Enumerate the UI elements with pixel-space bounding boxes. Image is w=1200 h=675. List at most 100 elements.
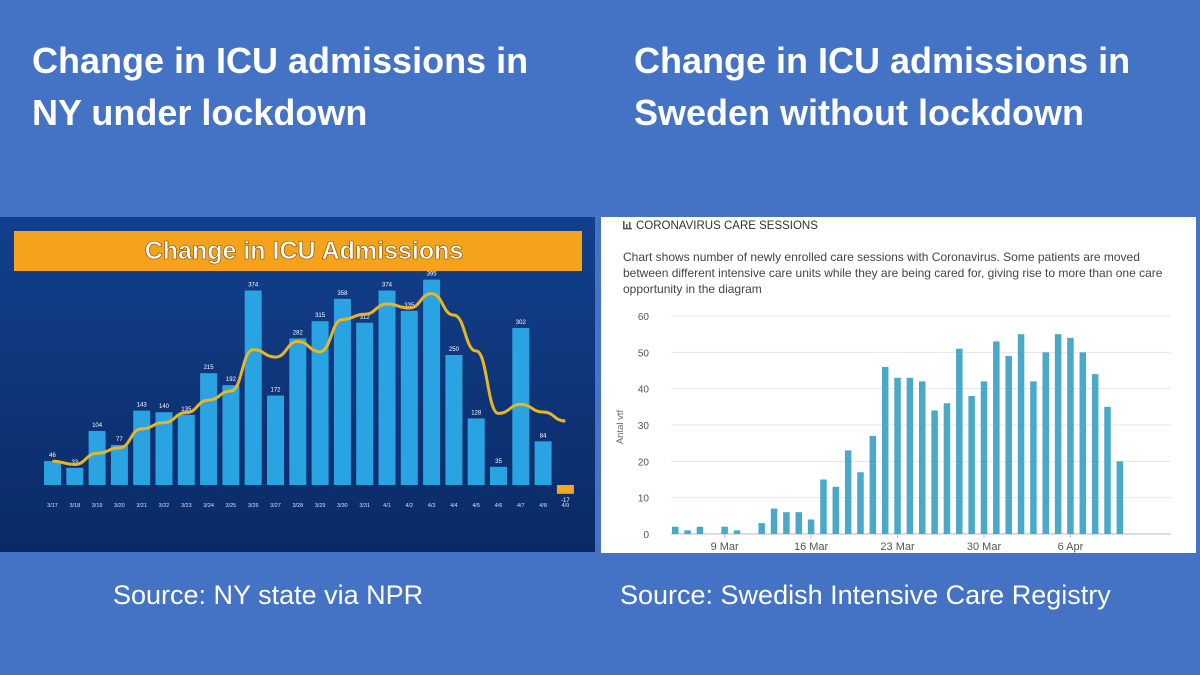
ny-x-tick-label: 4/2 [405, 503, 413, 509]
se-y-tick-label: 20 [638, 457, 650, 468]
se-bar [968, 395, 975, 534]
se-bar [820, 479, 827, 534]
se-bar [733, 530, 741, 534]
se-bars-group [672, 334, 1124, 534]
ny-x-tick-label: 3/18 [69, 503, 80, 509]
ny-value-label: 172 [270, 388, 281, 394]
se-bar [1017, 334, 1025, 534]
ny-x-tick-label: 4/6 [495, 503, 503, 509]
se-y-tick-label: 40 [638, 385, 650, 396]
ny-bars-group [44, 279, 574, 494]
ny-bar [467, 418, 485, 485]
se-bar [807, 519, 815, 534]
se-bar [1116, 461, 1124, 534]
ny-x-tick-label: 3/29 [315, 503, 326, 509]
se-bar [684, 530, 691, 534]
se-x-ticks-group: 9 Mar 16 Mar 23 Mar 30 Mar 6 Apr [711, 534, 1084, 553]
se-bar [1054, 334, 1062, 534]
ny-bar [445, 355, 463, 485]
se-bar [894, 377, 901, 534]
ny-bar [423, 279, 441, 485]
ny-bar [200, 373, 218, 485]
ny-x-tick-label: 3/27 [270, 503, 281, 509]
sweden-chart-panel: CORONAVIRUS CARE SESSIONS Chart shows nu… [601, 217, 1196, 553]
ny-value-label: 374 [248, 283, 259, 289]
ny-bar [490, 466, 507, 485]
ny-value-label: 312 [360, 315, 371, 321]
ny-value-label: 315 [315, 313, 326, 319]
se-bar [844, 450, 852, 534]
ny-title-banner [14, 231, 582, 271]
se-bar [721, 526, 728, 534]
se-x-tick-label: 23 Mar [880, 541, 915, 553]
se-bar [919, 381, 926, 534]
se-bar [770, 508, 778, 534]
sweden-care-sessions-chart: CORONAVIRUS CARE SESSIONS Chart shows nu… [601, 217, 1196, 553]
ny-bar [556, 485, 574, 494]
se-y-axis-label: Antal vtf [615, 409, 626, 444]
se-bar [869, 435, 877, 534]
ny-bar [289, 338, 307, 485]
se-bar [1091, 374, 1099, 534]
se-bar [1104, 406, 1111, 534]
ny-x-tick-label: 3/21 [136, 503, 147, 509]
ny-value-label: 143 [137, 403, 148, 409]
ny-value-label: -17 [561, 498, 570, 504]
se-bar [783, 512, 790, 534]
se-bar [857, 472, 864, 534]
se-x-tick-label: 16 Mar [794, 541, 829, 553]
se-bar [881, 366, 889, 534]
se-bar [832, 486, 840, 534]
ny-trend-line [52, 292, 566, 466]
ny-value-labels-group: 46 33 104 77 143 140 135 215 192 374 172 282 315 358 3… [49, 272, 570, 504]
ny-bar [88, 430, 106, 485]
ny-x-tick-label: 3/22 [159, 503, 170, 509]
ny-chart-title: Change in ICU Admissions [145, 237, 464, 265]
se-bar [1042, 352, 1049, 534]
ny-x-tick-label: 3/19 [92, 503, 103, 509]
ny-value-label: 84 [540, 433, 547, 439]
ny-bar [244, 290, 262, 485]
ny-x-tick-label: 3/26 [248, 503, 259, 509]
ny-icu-chart: Change in ICU Admissions 46 33 104 77 143 140… [0, 217, 595, 552]
se-chart-subtitle: Chart shows number of newly enrolled car… [623, 250, 1163, 296]
se-bar [931, 410, 938, 534]
ny-value-label: 250 [449, 347, 460, 353]
se-x-tick-label: 9 Mar [711, 541, 739, 553]
ny-bar [133, 410, 151, 485]
se-bar [758, 523, 765, 534]
ny-bar [311, 321, 329, 485]
ny-value-label: 282 [293, 330, 304, 336]
ny-x-tick-label: 3/23 [181, 503, 192, 509]
ny-bar [400, 310, 418, 485]
ny-bar [177, 414, 195, 485]
ny-value-label: 35 [495, 459, 502, 465]
se-y-tick-label: 0 [643, 530, 649, 541]
ny-value-label: 358 [337, 291, 348, 297]
ny-x-tick-label: 3/31 [359, 503, 370, 509]
se-bar [1067, 337, 1074, 534]
ny-bar [512, 327, 530, 485]
ny-value-label: 192 [226, 377, 237, 383]
ny-bar [155, 412, 173, 485]
ny-value-label: 135 [181, 407, 192, 413]
ny-bar [378, 290, 396, 485]
ny-x-tick-label: 4/8 [539, 503, 547, 509]
ny-value-label: 302 [516, 320, 527, 326]
se-chart-title: CORONAVIRUS CARE SESSIONS [636, 220, 818, 232]
ny-value-label: 128 [471, 410, 482, 416]
se-bar [1030, 381, 1037, 534]
ny-bar [333, 298, 351, 485]
ny-x-tick-label: 3/17 [47, 503, 58, 509]
ny-bar [356, 322, 374, 485]
sweden-heading: Change in ICU admissions in Sweden witho… [634, 40, 1131, 133]
se-y-tick-label: 10 [638, 494, 650, 505]
se-x-tick-label: 6 Apr [1058, 541, 1084, 553]
ny-value-label: 395 [427, 272, 438, 278]
se-y-tick-label: 30 [638, 421, 650, 432]
se-bar [906, 377, 914, 534]
se-y-ticks-group: 0 10 20 30 40 50 60 [638, 312, 650, 541]
bar-chart-icon [623, 221, 632, 230]
ny-chart-panel: Change in ICU Admissions 46 33 104 77 143 140… [0, 217, 595, 552]
ny-x-tick-label: 4/5 [472, 503, 480, 509]
